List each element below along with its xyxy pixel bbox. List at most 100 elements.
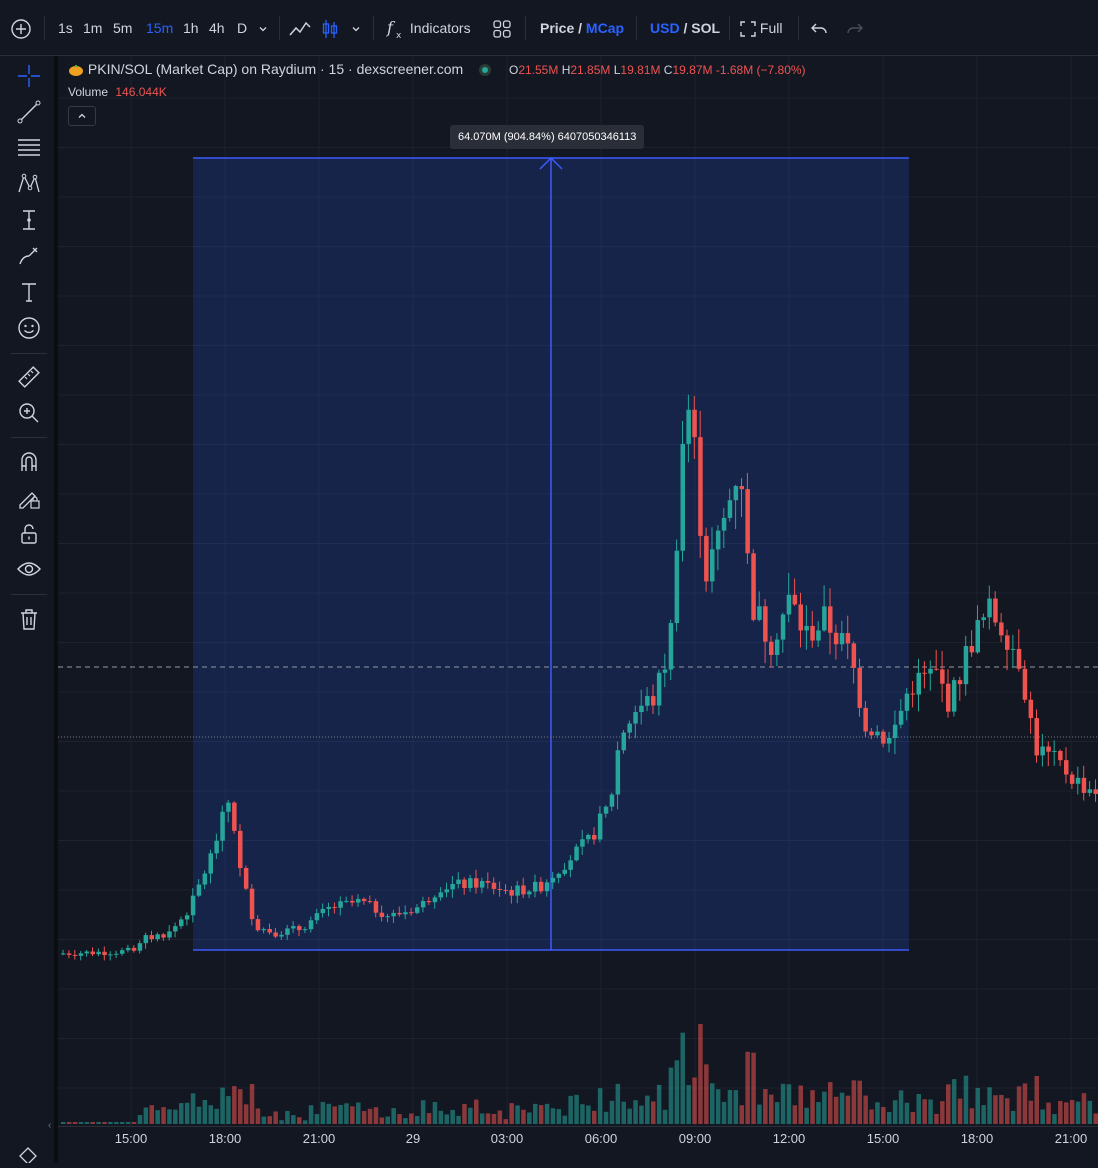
candle-body	[987, 599, 992, 618]
volume-bar	[574, 1095, 579, 1124]
volume-bar	[657, 1085, 662, 1124]
candle-body	[710, 549, 715, 581]
volume-bar	[126, 1122, 130, 1124]
collapse-legend-button[interactable]	[68, 106, 96, 126]
volume-bar	[610, 1101, 615, 1124]
candle-body	[492, 883, 497, 889]
timeframe-4h[interactable]: 4h	[209, 12, 225, 44]
symbol-title[interactable]: PKIN/SOL (Market Cap) on Raydium · 15 · …	[88, 61, 463, 77]
price-mcap-toggle[interactable]: Price / MCap	[540, 12, 624, 44]
volume-bar	[987, 1087, 992, 1124]
fib-tool[interactable]	[13, 132, 45, 164]
brush-icon	[16, 243, 42, 269]
candle-body	[869, 731, 874, 735]
emoji-tool[interactable]	[13, 312, 45, 344]
timeframe-1m[interactable]: 1m	[83, 12, 102, 44]
timeframe-dropdown[interactable]	[257, 12, 269, 44]
candle-body	[993, 599, 998, 623]
scroll-left-arrow[interactable]: ‹	[48, 1120, 51, 1131]
fullscreen-button[interactable]: Full	[740, 12, 782, 44]
candle-body	[1023, 669, 1027, 700]
candle-body	[669, 623, 674, 670]
divider-slash: /	[683, 20, 687, 36]
layout-button[interactable]	[492, 12, 512, 44]
volume-bar	[403, 1118, 408, 1124]
volume-bar	[863, 1096, 868, 1124]
timeframe-d[interactable]: D	[237, 12, 247, 44]
measure-range-icon	[16, 207, 42, 233]
candle-body	[203, 874, 208, 885]
volume-bar	[993, 1095, 998, 1124]
brush-tool[interactable]	[13, 240, 45, 272]
crosshair-tool[interactable]	[13, 60, 45, 92]
timeframe-1h[interactable]: 1h	[183, 12, 199, 44]
volume-bar	[1088, 1101, 1093, 1124]
chart-legend: PKIN/SOL (Market Cap) on Raydium · 15 · …	[68, 58, 806, 80]
candle-body	[875, 732, 880, 736]
candles-chart-button[interactable]	[321, 12, 339, 44]
zoom-tool[interactable]	[13, 397, 45, 429]
visibility-tool[interactable]	[13, 554, 45, 586]
candle-body	[391, 913, 396, 916]
lock-tool[interactable]	[13, 518, 45, 550]
chart-type-dropdown[interactable]	[350, 12, 362, 44]
text-tool[interactable]	[13, 276, 45, 308]
candle-body	[456, 880, 461, 884]
candle-body	[745, 489, 750, 553]
trend-line-icon	[16, 99, 42, 125]
volume-bar	[970, 1108, 975, 1124]
usd-option: USD	[650, 20, 680, 36]
trend-line-tool[interactable]	[13, 96, 45, 128]
candle-body	[132, 948, 137, 951]
timeframe-5m[interactable]: 5m	[113, 12, 132, 44]
drawing-toolbar	[0, 56, 58, 1163]
candle-body	[722, 518, 727, 531]
volume-bar	[545, 1104, 550, 1124]
volume-bar	[397, 1114, 402, 1124]
volume-bar	[197, 1107, 202, 1124]
volume-bar	[551, 1108, 556, 1124]
toolbar-divider	[11, 437, 47, 438]
corner-button[interactable]	[18, 1146, 38, 1168]
measure-range-tool[interactable]	[13, 204, 45, 236]
time-axis[interactable]: 15:00 18:00 21:00 29 03:00 06:00 09:00 1…	[58, 1126, 1098, 1163]
mcap-option: MCap	[586, 20, 624, 36]
candle-body	[486, 881, 491, 883]
volume-bar	[981, 1105, 986, 1124]
candle-body	[445, 889, 450, 892]
candle-body	[852, 643, 857, 667]
undo-button[interactable]	[810, 12, 828, 44]
pattern-tool[interactable]	[13, 168, 45, 200]
line-chart-button[interactable]	[288, 12, 312, 44]
currency-toggle[interactable]: USD / SOL	[650, 12, 720, 44]
add-symbol-button[interactable]	[10, 12, 32, 44]
volume-bar	[108, 1122, 113, 1124]
ruler-tool[interactable]	[13, 361, 45, 393]
timeframe-1s[interactable]: 1s	[58, 12, 73, 44]
redo-button[interactable]	[846, 12, 864, 44]
delete-tool[interactable]	[13, 603, 45, 635]
volume-bar	[1040, 1110, 1045, 1124]
chart-pane[interactable]	[58, 56, 1098, 1126]
candle-body	[563, 870, 568, 874]
volume-bar	[120, 1122, 125, 1124]
volume-bar	[917, 1094, 922, 1124]
volume-bar	[1023, 1083, 1027, 1124]
candlestick-chart[interactable]	[58, 56, 1098, 1126]
volume-bar	[273, 1111, 278, 1124]
candle-body	[244, 868, 249, 889]
candle-body	[521, 885, 526, 894]
fullscreen-icon	[740, 21, 756, 37]
volume-bar	[450, 1110, 455, 1124]
volume-bar	[138, 1115, 143, 1124]
magnet-tool[interactable]	[13, 446, 45, 478]
volume-bar	[686, 1085, 691, 1124]
timeframe-15m[interactable]: 15m	[146, 12, 173, 44]
volume-bar	[73, 1122, 78, 1124]
volume-bar	[386, 1117, 391, 1124]
candle-body	[557, 874, 562, 878]
volume-bar	[580, 1104, 585, 1124]
divider-slash: /	[578, 20, 582, 36]
lock-drawings-tool[interactable]	[13, 482, 45, 514]
